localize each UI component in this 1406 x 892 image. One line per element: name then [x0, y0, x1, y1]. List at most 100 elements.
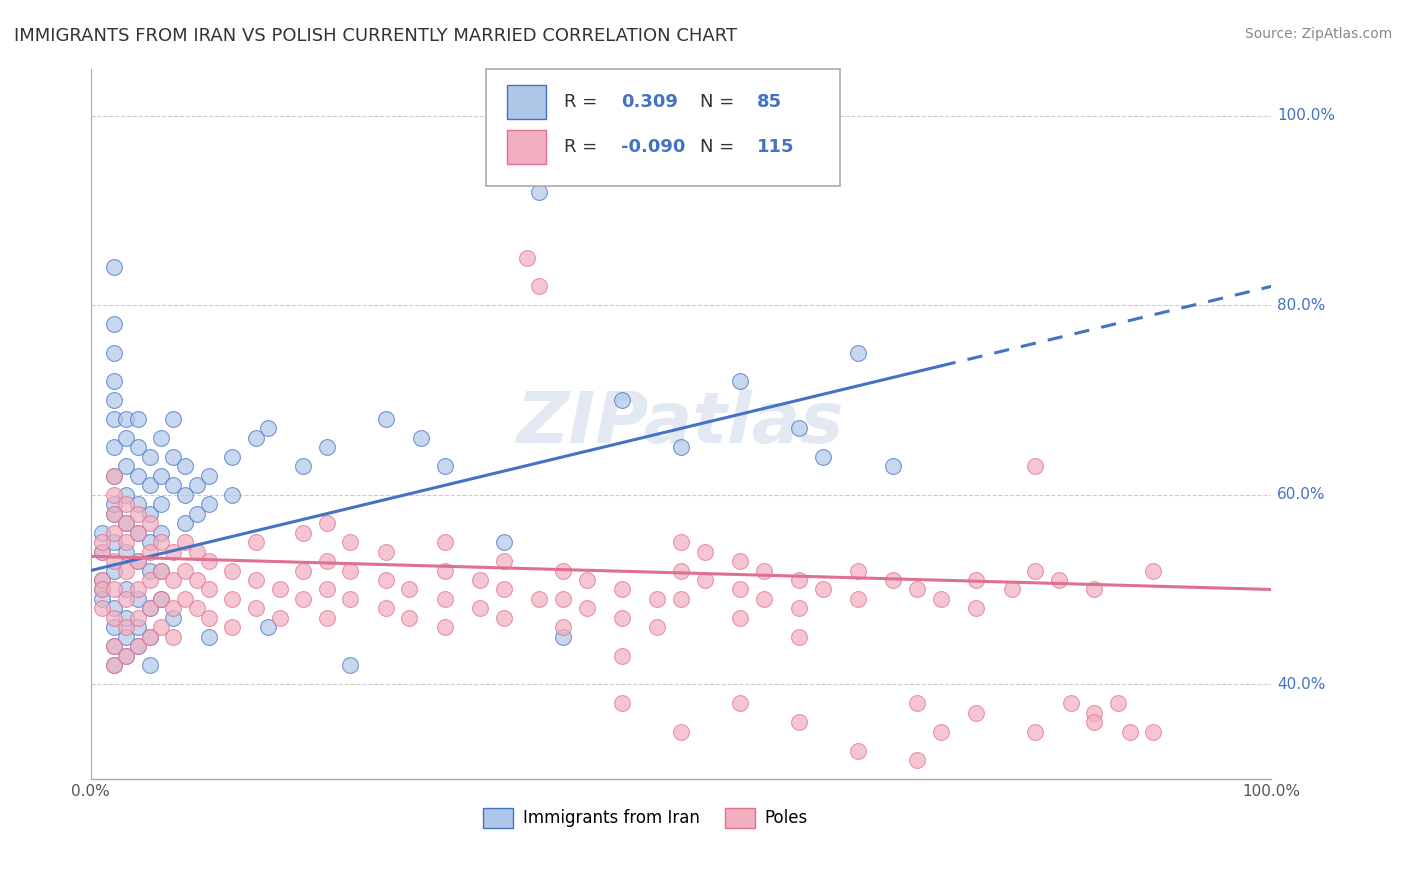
- Point: [256, 421, 278, 435]
- Point: [115, 516, 138, 531]
- Point: [174, 591, 197, 606]
- Point: [150, 468, 173, 483]
- Point: [470, 601, 492, 615]
- Point: [103, 525, 125, 540]
- Point: [492, 582, 515, 597]
- Point: [610, 611, 633, 625]
- Point: [693, 573, 716, 587]
- Point: [787, 573, 810, 587]
- Point: [433, 535, 456, 549]
- Point: [669, 591, 692, 606]
- Point: [115, 459, 138, 474]
- Point: [965, 573, 987, 587]
- Point: [551, 630, 574, 644]
- Point: [315, 441, 337, 455]
- FancyBboxPatch shape: [508, 85, 547, 119]
- Point: [115, 648, 138, 663]
- FancyBboxPatch shape: [508, 129, 547, 164]
- Point: [162, 601, 184, 615]
- Point: [127, 611, 149, 625]
- Point: [138, 564, 160, 578]
- Point: [115, 544, 138, 558]
- Point: [103, 620, 125, 634]
- Point: [811, 450, 834, 464]
- Point: [103, 374, 125, 388]
- Point: [245, 601, 267, 615]
- Point: [162, 450, 184, 464]
- Point: [197, 554, 219, 568]
- Point: [433, 591, 456, 606]
- Point: [103, 318, 125, 332]
- Point: [245, 573, 267, 587]
- Point: [186, 601, 208, 615]
- Point: [115, 564, 138, 578]
- Point: [138, 573, 160, 587]
- Point: [269, 582, 291, 597]
- Point: [127, 468, 149, 483]
- Point: [91, 582, 114, 597]
- Point: [138, 535, 160, 549]
- Point: [103, 554, 125, 568]
- Point: [728, 554, 751, 568]
- Point: [150, 564, 173, 578]
- Point: [398, 611, 420, 625]
- Point: [647, 620, 669, 634]
- Text: N =: N =: [700, 137, 734, 156]
- Point: [103, 497, 125, 511]
- Point: [103, 260, 125, 275]
- Point: [162, 573, 184, 587]
- Point: [115, 431, 138, 445]
- Point: [103, 658, 125, 673]
- Point: [292, 459, 315, 474]
- Point: [610, 582, 633, 597]
- Point: [575, 573, 598, 587]
- Point: [138, 630, 160, 644]
- Point: [339, 658, 361, 673]
- Point: [315, 611, 337, 625]
- Point: [1083, 582, 1105, 597]
- Point: [787, 601, 810, 615]
- Point: [103, 611, 125, 625]
- Point: [292, 564, 315, 578]
- Text: 0.309: 0.309: [620, 93, 678, 111]
- Point: [91, 525, 114, 540]
- Point: [882, 573, 904, 587]
- Point: [127, 441, 149, 455]
- Point: [846, 564, 869, 578]
- Point: [138, 601, 160, 615]
- Point: [669, 535, 692, 549]
- Point: [1059, 696, 1081, 710]
- Point: [315, 554, 337, 568]
- Point: [150, 525, 173, 540]
- Point: [103, 345, 125, 359]
- Point: [965, 706, 987, 720]
- Point: [669, 724, 692, 739]
- Point: [292, 591, 315, 606]
- Point: [1047, 573, 1070, 587]
- Point: [150, 497, 173, 511]
- Point: [846, 345, 869, 359]
- Point: [516, 251, 538, 265]
- Point: [127, 582, 149, 597]
- Point: [1000, 582, 1022, 597]
- Text: N =: N =: [700, 93, 734, 111]
- Point: [127, 507, 149, 521]
- Point: [1107, 696, 1129, 710]
- Point: [245, 535, 267, 549]
- Point: [433, 459, 456, 474]
- Point: [115, 591, 138, 606]
- Point: [174, 459, 197, 474]
- Point: [162, 544, 184, 558]
- Point: [470, 573, 492, 587]
- Point: [811, 582, 834, 597]
- Point: [115, 611, 138, 625]
- Point: [728, 696, 751, 710]
- Point: [103, 412, 125, 426]
- Point: [221, 450, 243, 464]
- Point: [846, 743, 869, 757]
- Point: [127, 497, 149, 511]
- Point: [150, 535, 173, 549]
- Point: [245, 431, 267, 445]
- Point: [115, 620, 138, 634]
- Point: [127, 640, 149, 654]
